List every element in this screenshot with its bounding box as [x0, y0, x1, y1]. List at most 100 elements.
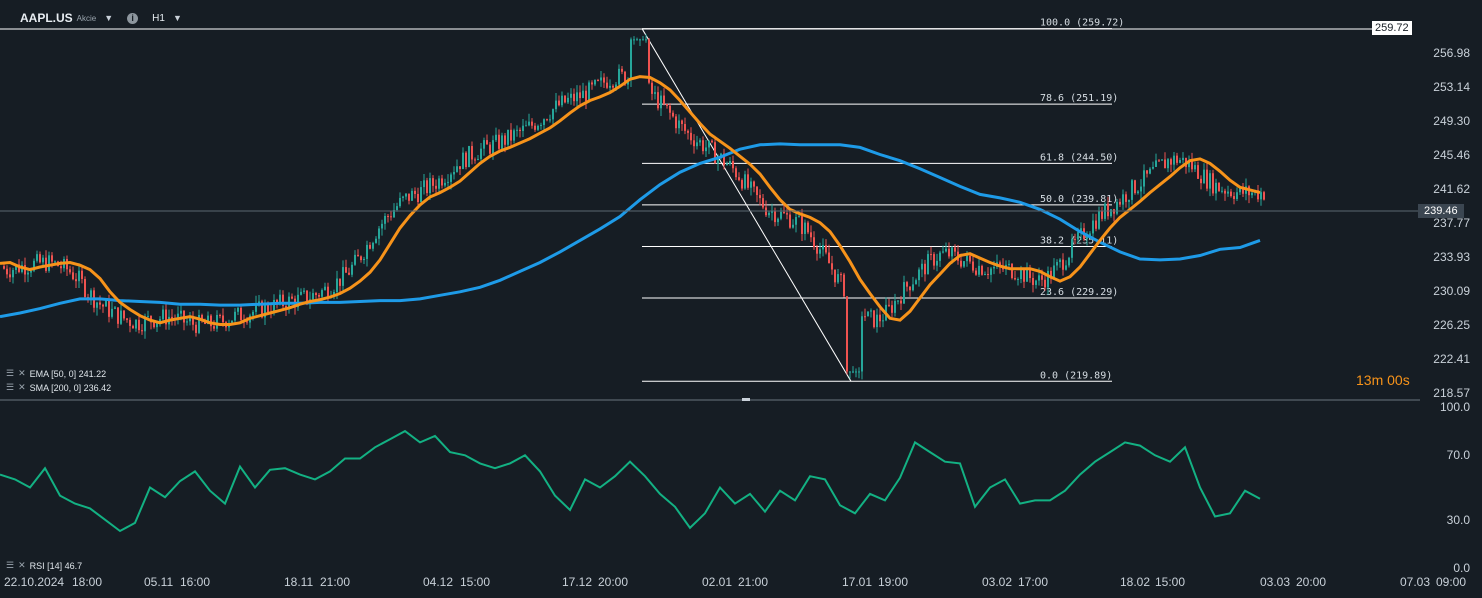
candle-body	[909, 286, 911, 291]
rsi-axis-tick: 70.0	[1446, 448, 1470, 463]
candle-body	[96, 302, 98, 308]
candle-body	[693, 140, 695, 147]
candle-body	[549, 119, 551, 121]
candle-body	[567, 97, 569, 103]
time-axis-tick: 03.03	[1260, 575, 1291, 589]
candle-body	[1080, 228, 1082, 233]
candle-body	[1212, 173, 1214, 194]
candle-body	[900, 300, 902, 304]
candle-body	[273, 299, 275, 314]
candle-body	[786, 213, 788, 215]
info-icon[interactable]: i	[127, 12, 139, 24]
candle-body	[810, 232, 812, 238]
candle-body	[825, 245, 827, 253]
candle-body	[939, 252, 941, 261]
candle-body	[606, 82, 608, 88]
candle-body	[405, 193, 407, 197]
settings-icon[interactable]: ☰	[6, 368, 15, 378]
candle-body	[924, 263, 926, 275]
candle-body	[1164, 159, 1166, 169]
close-icon[interactable]: ✕	[18, 382, 26, 392]
candle-body	[726, 163, 728, 166]
candle-body	[582, 90, 584, 99]
candle-body	[408, 193, 410, 201]
candle-body	[1158, 160, 1160, 162]
close-icon[interactable]: ✕	[18, 560, 26, 570]
candle-body	[801, 216, 803, 234]
candle-body	[597, 80, 599, 82]
candle-body	[90, 290, 92, 298]
candle-body	[1056, 262, 1058, 266]
fib-level-label: 0.0 (219.89)	[1040, 370, 1112, 381]
candle-body	[486, 140, 488, 145]
candle-body	[531, 121, 533, 126]
price-axis-tick: 230.09	[1433, 283, 1470, 298]
price-axis-tick: 237.77	[1433, 215, 1470, 230]
fib-level-label: 78.6 (251.19)	[1040, 93, 1118, 104]
time-axis-tick: 19:00	[878, 575, 909, 589]
candle-body	[804, 222, 806, 234]
candle-body	[1233, 196, 1235, 200]
symbol-dropdown-icon[interactable]: ▼	[104, 13, 114, 23]
candle-body	[1008, 263, 1010, 265]
candle-body	[15, 264, 17, 271]
candle-body	[1068, 257, 1070, 266]
symbol-name[interactable]: AAPL.US	[20, 11, 73, 25]
candle-body	[375, 238, 377, 243]
fib-level-label: 23.6 (229.29)	[1040, 287, 1118, 298]
candle-body	[492, 140, 494, 154]
candle-body	[216, 315, 218, 329]
candle-body	[120, 310, 122, 324]
ema-legend[interactable]: ☰ ✕ EMA [50, 0] 241.22	[6, 368, 106, 379]
time-axis-tick: 03.02	[982, 575, 1013, 589]
candle-body	[558, 100, 560, 106]
candle-body	[555, 100, 557, 110]
candle-body	[570, 93, 572, 98]
candle-body	[813, 237, 815, 248]
candle-body	[219, 315, 221, 317]
candle-body	[261, 301, 263, 318]
candle-body	[699, 140, 701, 143]
candle-body	[264, 304, 266, 318]
settings-icon[interactable]: ☰	[6, 382, 15, 392]
candle-body	[498, 134, 500, 149]
candle-body	[438, 178, 440, 189]
candle-body	[297, 294, 299, 308]
candle-body	[75, 279, 77, 282]
candle-body	[513, 130, 515, 141]
candle-body	[573, 93, 575, 102]
timeframe-selector[interactable]: H1	[152, 12, 165, 24]
settings-icon[interactable]: ☰	[6, 560, 15, 570]
candle-body	[588, 82, 590, 102]
candle-body	[963, 261, 965, 267]
candle-body	[33, 260, 35, 271]
candle-body	[1059, 259, 1061, 263]
rsi-legend[interactable]: ☰ ✕ RSI [14] 46.7	[6, 560, 82, 571]
candle-body	[1020, 269, 1022, 280]
candle-body	[348, 272, 350, 275]
timeframe-dropdown-icon[interactable]: ▼	[172, 13, 182, 23]
candle-body	[417, 193, 419, 202]
candle-body	[561, 95, 563, 106]
panel-resize-handle[interactable]	[742, 398, 750, 401]
candle-body	[1197, 165, 1199, 179]
candle-body	[156, 322, 158, 328]
candle-body	[237, 307, 239, 312]
close-icon[interactable]: ✕	[18, 368, 26, 378]
candle-body	[195, 324, 197, 333]
candle-body	[930, 254, 932, 256]
candle-body	[762, 198, 764, 208]
candle-body	[1110, 209, 1112, 217]
candle-body	[777, 218, 779, 223]
candle-body	[483, 140, 485, 149]
price-axis-tick: 253.14	[1433, 79, 1470, 94]
time-axis-tick: 05.11	[144, 575, 174, 589]
rsi-legend-label: RSI [14] 46.7	[29, 560, 83, 571]
candle-body	[495, 134, 497, 141]
candle-body	[276, 299, 278, 303]
candle-body	[1191, 160, 1193, 170]
candle-body	[315, 293, 317, 295]
sma-legend[interactable]: ☰ ✕ SMA [200, 0] 236.42	[6, 382, 111, 393]
time-axis-tick: 15:00	[460, 575, 491, 589]
